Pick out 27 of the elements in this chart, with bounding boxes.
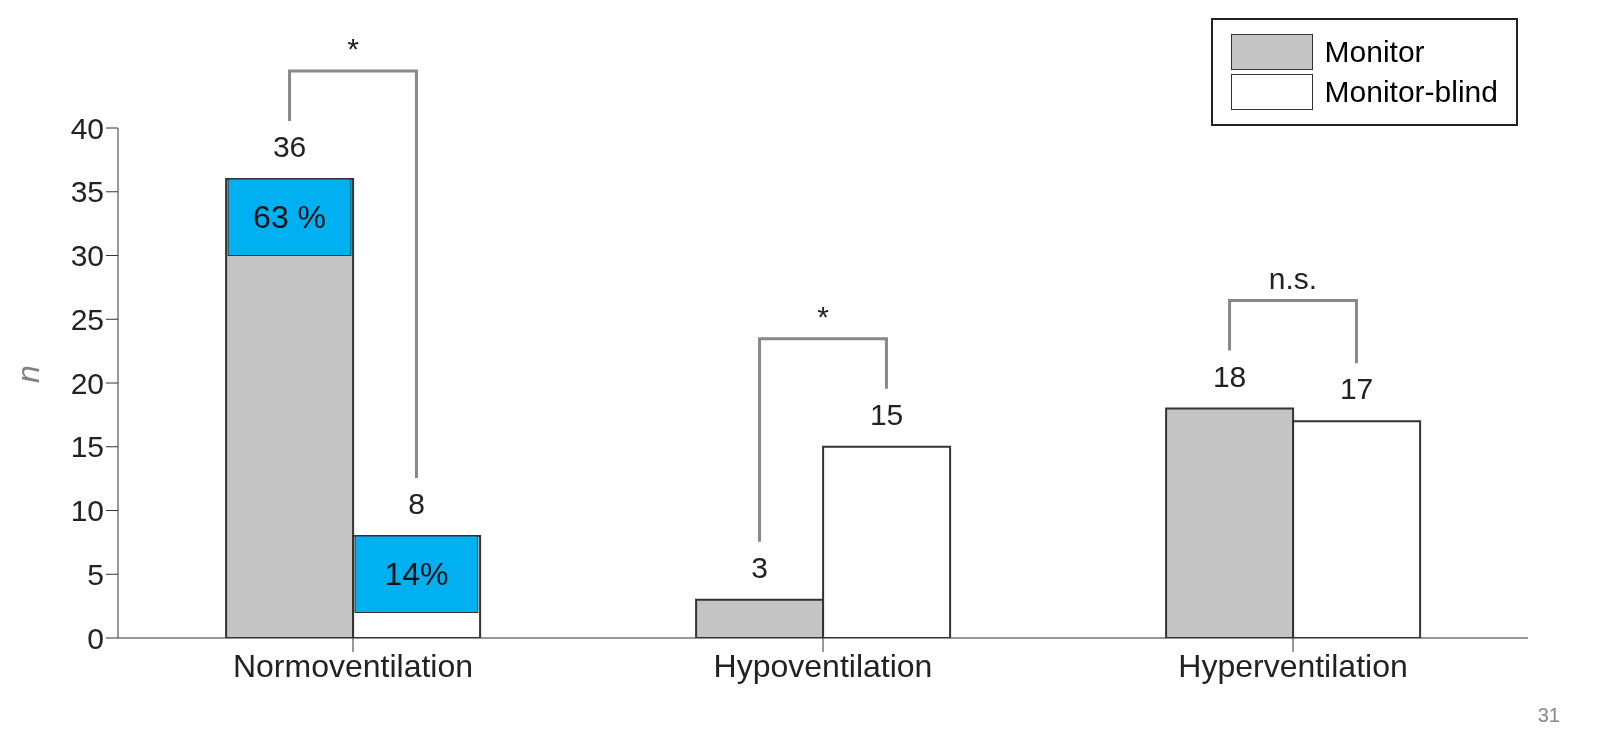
x-tick-label: Hyperventilation (1178, 647, 1408, 684)
y-tick-label: 5 (87, 557, 104, 591)
legend-label: Monitor (1324, 35, 1425, 69)
data-label: 15 (869, 397, 904, 431)
y-tick-label: 15 (70, 430, 104, 464)
y-tick-label: 20 (70, 366, 104, 400)
text: * (347, 32, 360, 65)
data-label: 17 (1339, 372, 1374, 406)
y-tick-label: 30 (70, 239, 104, 273)
y-tick-label: 35 (70, 175, 104, 209)
annotation: * (817, 299, 830, 333)
y-tick-label: 40 (70, 111, 104, 145)
x-tick-label: Hypoventilation (713, 647, 933, 684)
x-tick-label: Normoventilation (232, 647, 474, 684)
y-tick-label: 25 (70, 302, 104, 336)
annotation: n.s. (1268, 261, 1318, 295)
y-tick-label: 0 (87, 621, 104, 655)
y-tick-label: 10 (70, 494, 104, 528)
data-label: 8 (408, 487, 425, 520)
annotation: 14% (384, 556, 449, 593)
data-label: 18 (1212, 359, 1247, 393)
data-label: 36 (272, 130, 307, 163)
y-axis-title: n (10, 365, 47, 383)
legend-label: Monitor-blind (1324, 75, 1498, 109)
data-label: 3 (751, 550, 768, 584)
text: 31 (1537, 704, 1560, 726)
annotation: 63 % (253, 199, 327, 236)
